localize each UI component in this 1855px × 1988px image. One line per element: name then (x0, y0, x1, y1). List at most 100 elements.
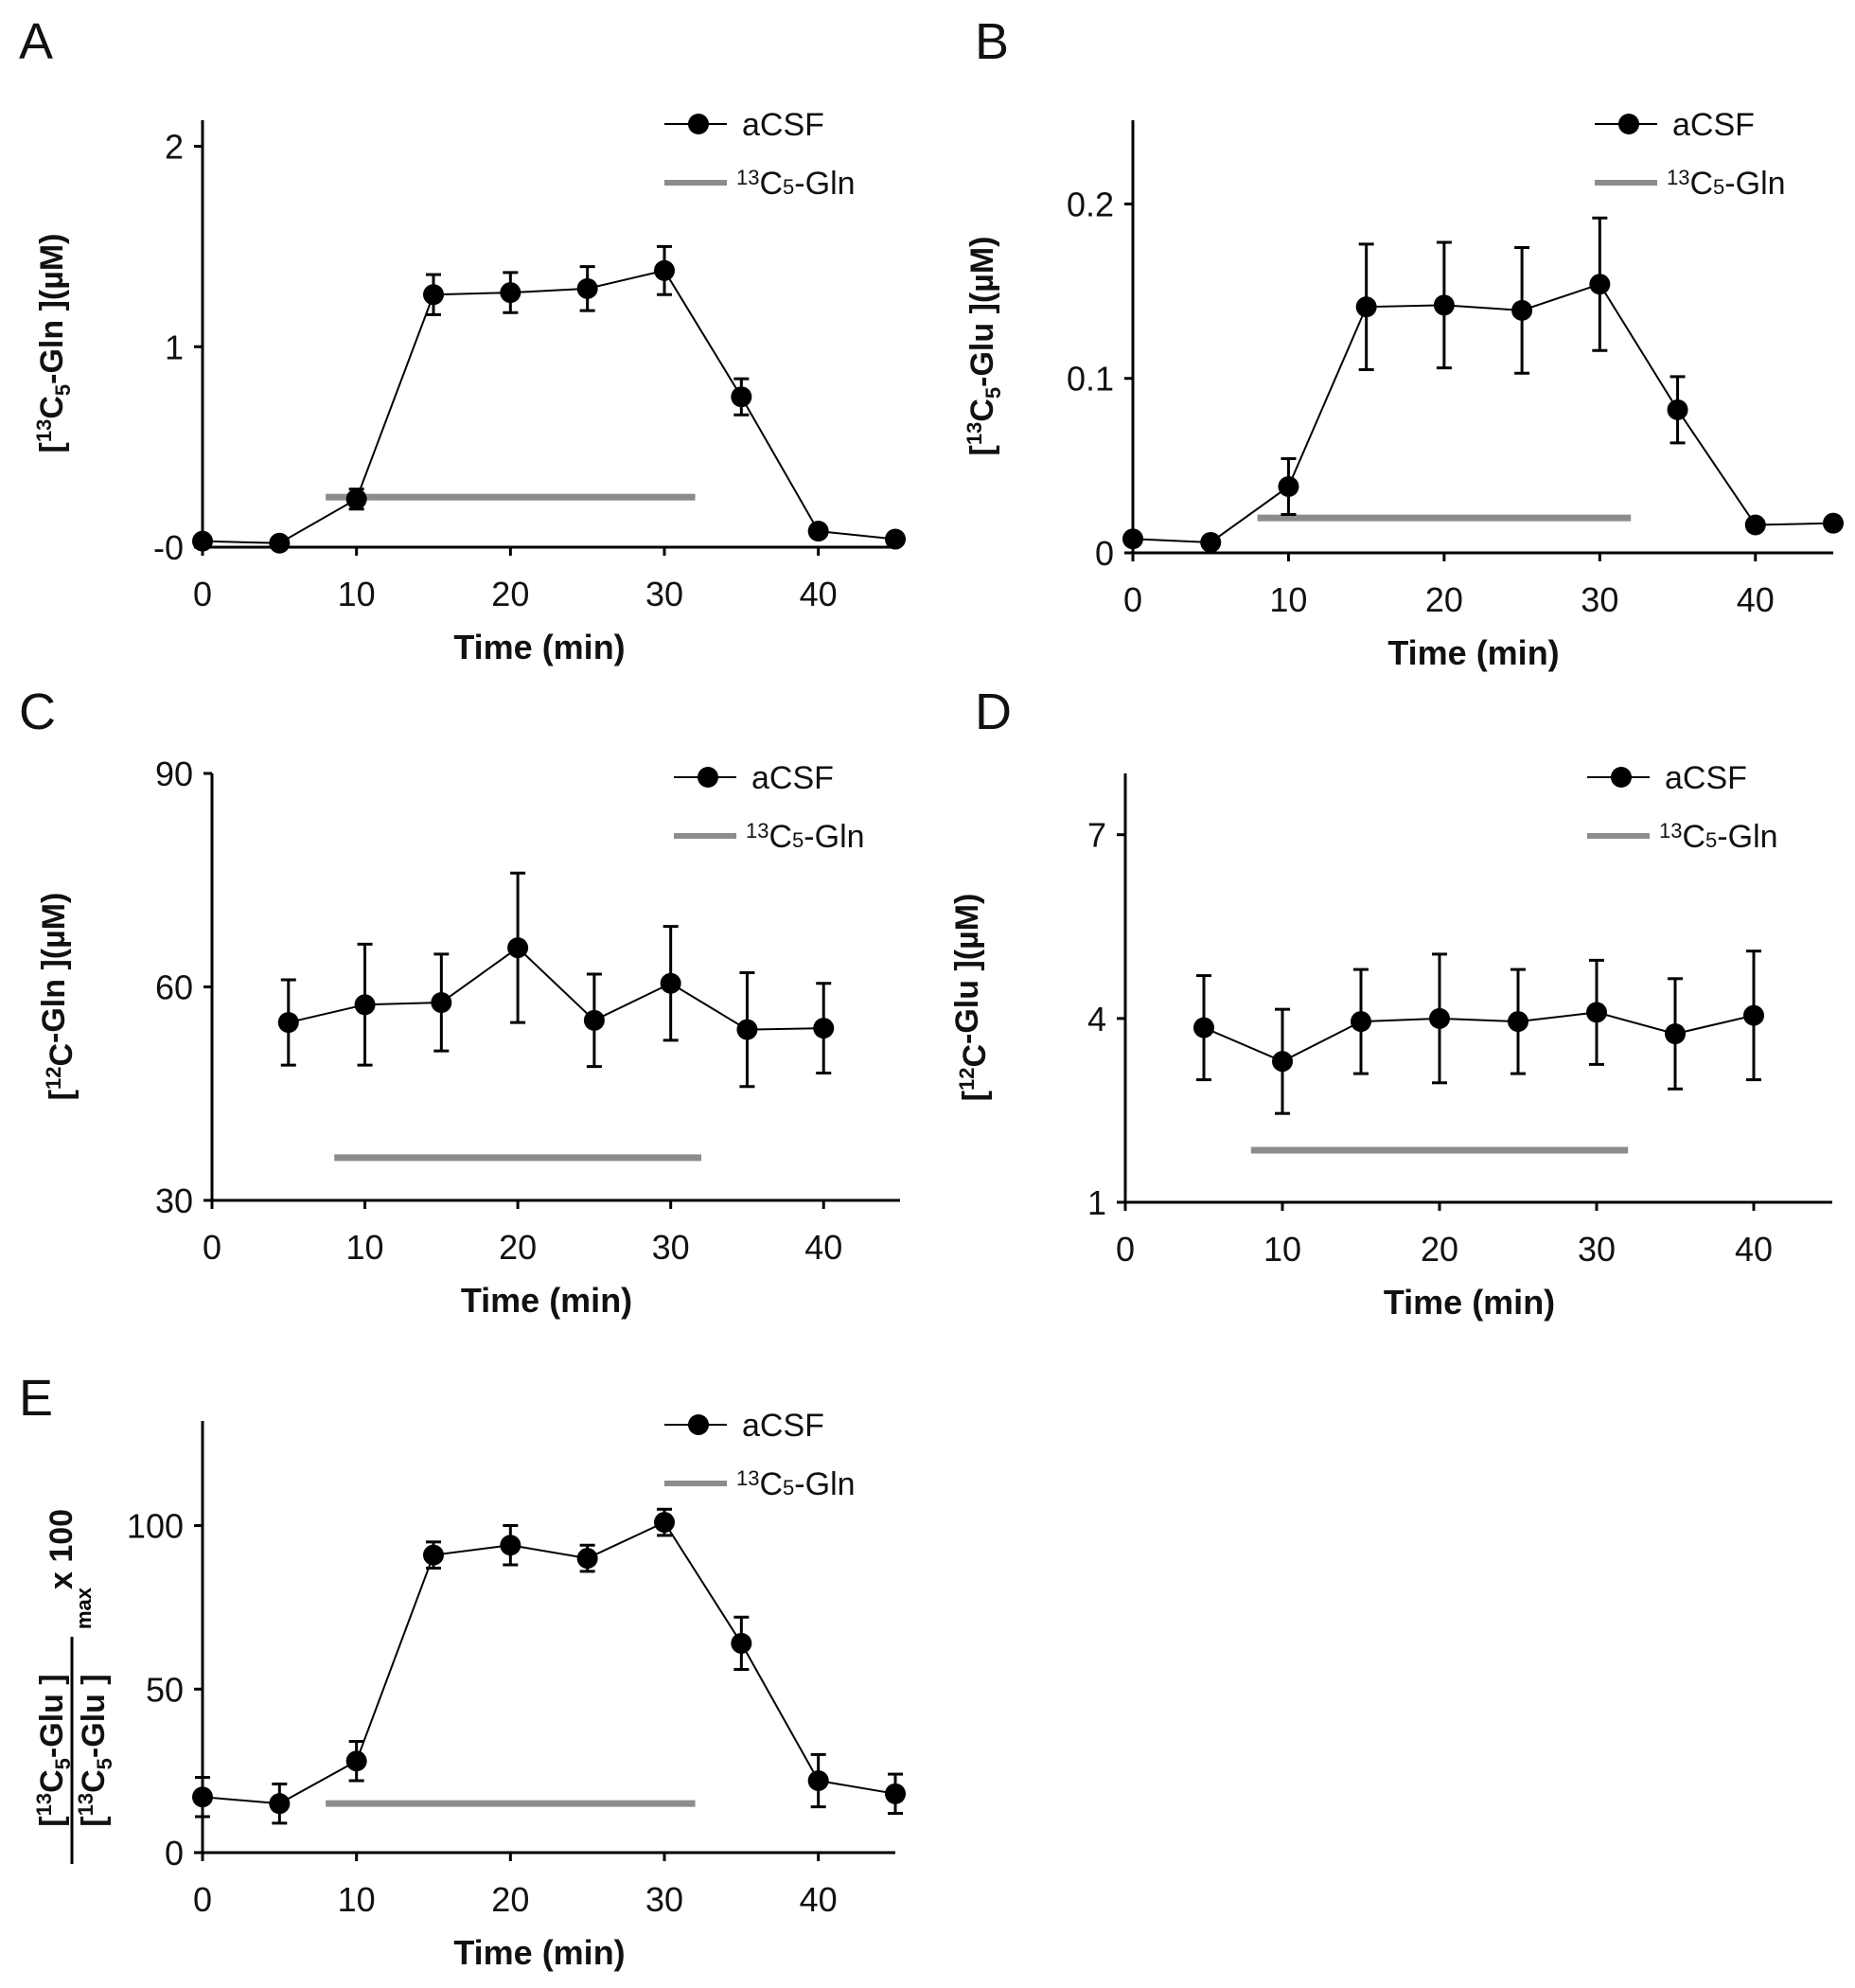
x-tick-label: 10 (346, 1228, 384, 1267)
x-tick-label: 40 (804, 1228, 842, 1267)
data-point (1429, 1007, 1450, 1029)
ylabel-part: 13 (963, 422, 986, 445)
legend-treatment-label: 13C5-Gln (736, 1466, 856, 1502)
x-tick-label: 0 (193, 575, 212, 613)
ylabel-part: C (76, 1769, 112, 1793)
data-point (813, 1018, 835, 1039)
legend-sub: 5 (1705, 828, 1717, 852)
ylabel-part: 13 (32, 1793, 56, 1816)
legend-main: C (768, 819, 792, 855)
data-point (500, 1535, 521, 1556)
data-point (654, 1512, 675, 1534)
data-point (1351, 1011, 1371, 1033)
y-tick-label: 0.2 (1067, 185, 1114, 223)
x-tick-label: 20 (491, 575, 529, 613)
data-point (1589, 274, 1611, 295)
data-point (583, 1009, 605, 1031)
ylabel-part: [ (957, 1091, 993, 1101)
legend-end: -Gln (1724, 166, 1785, 202)
y-label-numerator: [13C5-Glu ] (32, 1674, 75, 1826)
data-point (1272, 1051, 1293, 1073)
data-point (1667, 399, 1688, 420)
legend-main: C (1689, 166, 1713, 202)
y-tick-label: 0 (1095, 534, 1114, 573)
data-point (885, 1783, 906, 1804)
data-point (1743, 1004, 1764, 1026)
y-tick-label: 30 (155, 1181, 193, 1220)
ylabel-part: [ (964, 445, 1000, 455)
legend-series-label: aCSF (1665, 760, 1747, 796)
ylabel-part: -Glu ] (76, 1674, 112, 1758)
data-point (885, 528, 906, 550)
data-point (1193, 1017, 1214, 1038)
x-tick-label: 30 (645, 1880, 683, 1919)
legend-treatment-label: 13C5-Gln (736, 166, 856, 202)
data-point (1433, 294, 1455, 316)
data-point (654, 259, 675, 281)
legend-series-marker (688, 1414, 709, 1435)
x-axis-label: Time (min) (453, 1933, 625, 1972)
panel-letter: A (19, 13, 53, 70)
legend-treatment-label: 13C5-Gln (1659, 819, 1778, 855)
data-point (345, 488, 367, 510)
y-tick-label: -0 (153, 528, 184, 567)
ylabel-part: 13 (32, 419, 56, 442)
y-tick-label: 1 (165, 328, 184, 366)
x-tick-label: 10 (338, 575, 376, 613)
data-point (1200, 531, 1222, 553)
data-point (423, 1544, 444, 1566)
y-axis-label: [13C5-Gln ](µM) (32, 234, 75, 453)
ylabel-part: [ (34, 1816, 70, 1826)
y-label-denominator: [13C5-Glu ] (74, 1674, 116, 1826)
ylabel-part: [ (44, 1090, 80, 1100)
x-tick-label: 10 (1269, 580, 1307, 619)
y-tick-label: 1 (1087, 1183, 1106, 1222)
x-tick-label: 40 (1737, 580, 1775, 619)
ylabel-part: C (44, 1043, 80, 1067)
x-tick-label: 0 (193, 1880, 212, 1919)
data-point (731, 386, 752, 408)
ylabel-part: -Gln ](µM) (34, 234, 70, 384)
ylabel-part: 5 (981, 387, 1005, 399)
y-tick-label: 50 (146, 1670, 184, 1709)
x-tick-label: 20 (499, 1228, 537, 1267)
x-tick-label: 30 (645, 575, 683, 613)
legend-main: C (759, 166, 783, 202)
data-point (192, 1786, 213, 1808)
y-label-max-subscript: max (72, 1587, 96, 1629)
series-line (1203, 1011, 1755, 1063)
series-line (202, 1520, 896, 1805)
x-axis-label: Time (min) (1387, 633, 1559, 672)
legend-end: -Gln (804, 819, 864, 855)
ylabel-part: [ (34, 442, 70, 453)
legend-series-label: aCSF (742, 107, 824, 143)
y-label-suffix: x 100 (44, 1509, 80, 1589)
ylabel-part: 13 (74, 1793, 97, 1816)
data-point (192, 530, 213, 552)
data-point (736, 1019, 758, 1040)
x-tick-label: 40 (1735, 1230, 1773, 1269)
series-line (1132, 283, 1834, 543)
ylabel-part: -Gln ](µM) (36, 893, 72, 1043)
y-axis-label: [12C-Glu ](µM) (949, 894, 993, 1102)
legend-sup: 13 (1667, 166, 1689, 189)
legend-series-marker (688, 114, 709, 134)
panel-letter: D (975, 683, 1012, 740)
data-point (807, 521, 829, 542)
x-tick-label: 20 (491, 1880, 529, 1919)
data-point (1508, 1011, 1528, 1033)
data-point (269, 532, 291, 554)
legend-end: -Gln (794, 166, 855, 202)
legend-sup: 13 (746, 819, 768, 843)
ylabel-part: [ (76, 1816, 112, 1826)
x-tick-label: 0 (1123, 580, 1142, 619)
legend-sup: 13 (736, 1466, 759, 1490)
data-point (423, 284, 444, 306)
legend-series-label: aCSF (742, 1408, 824, 1444)
y-axis-label: [13C5-Glu ](µM) (963, 237, 1005, 456)
data-point (1665, 1023, 1686, 1045)
legend-series-marker (1611, 767, 1632, 788)
